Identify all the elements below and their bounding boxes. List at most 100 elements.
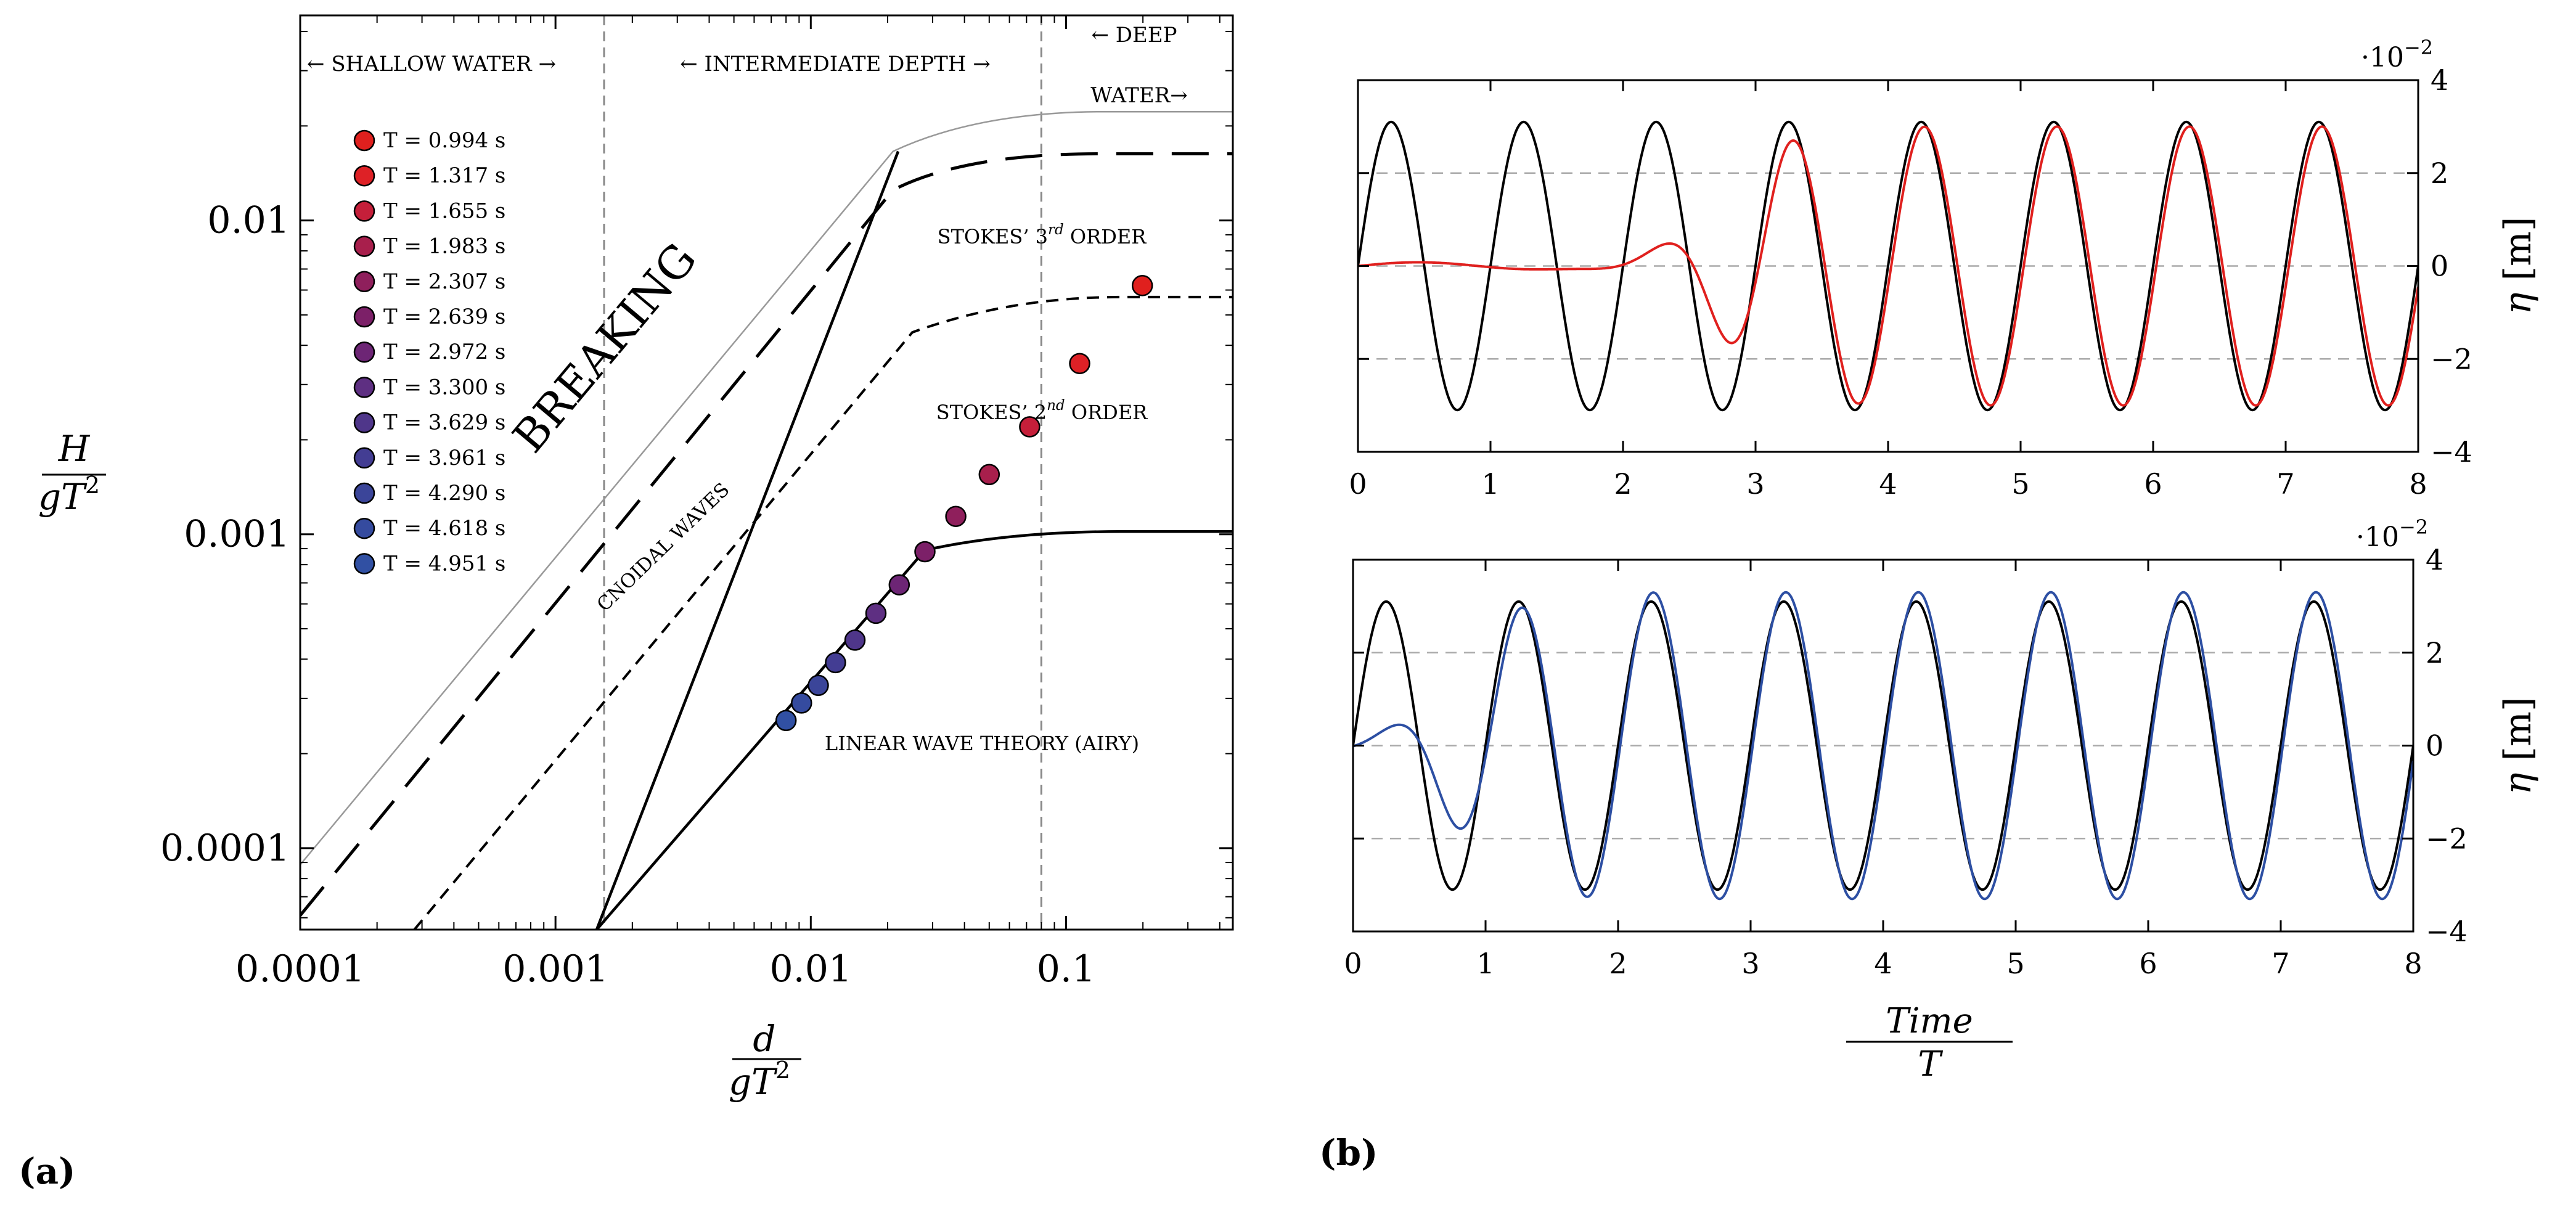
y-tick-label: 2 xyxy=(2426,636,2443,669)
panel-a-x-axis-label: d gT2 xyxy=(729,1018,801,1103)
data-point-T-3.629 xyxy=(844,629,866,651)
region-shallow-label: ← SHALLOW WATER → xyxy=(307,52,556,76)
panel-b-bottom-plot: 0 1 2 3 4 5 6 7 8−4 −2 0 2 4 ·10−2 η [m] xyxy=(1344,515,2540,980)
data-point-T-3.961 xyxy=(825,652,846,674)
curve-linear-limit-solid xyxy=(595,530,1233,930)
legend-marker xyxy=(353,165,375,187)
x-tick-label: 0 xyxy=(1344,947,1362,980)
legend-marker xyxy=(353,412,375,433)
series-numerical xyxy=(1353,591,2413,901)
panel-a-axis-ticks: 0.0001 0.001 0.01 0.1 0.0001 0.001 0.01 xyxy=(160,15,1233,991)
legend-marker xyxy=(353,200,375,222)
x-tick-label: 0 xyxy=(1349,467,1367,501)
panel-b-x-axis-label: Time T xyxy=(1846,1001,2013,1084)
y-tick-label: −4 xyxy=(2426,915,2468,948)
data-point-T-0.994 xyxy=(1131,275,1153,297)
y-tick-label: −2 xyxy=(2426,822,2468,855)
x-tick-label: 8 xyxy=(2404,947,2422,980)
legend-marker xyxy=(353,306,375,328)
legend-entry: T = 0.994 s xyxy=(383,128,505,153)
x-label-denominator: gT2 xyxy=(729,1057,790,1103)
top-plot-y-axis-label: η [m] xyxy=(2496,217,2540,315)
x-tick-label: 2 xyxy=(1609,947,1627,980)
x-tick-label: 2 xyxy=(1614,467,1632,501)
legend-entry: T = 1.983 s xyxy=(383,234,505,259)
x-tick-label: 3 xyxy=(1746,467,1764,501)
bottom-plot-scale-factor: ·10−2 xyxy=(2356,515,2428,553)
top-plot-scale-factor: ·10−2 xyxy=(2361,36,2433,73)
annotation-stokes-2nd: STOKES’ 2nd ORDER xyxy=(936,398,1148,424)
annotation-linear-wave-theory: LINEAR WAVE THEORY (AIRY) xyxy=(825,732,1139,755)
time-label-denominator: T xyxy=(1918,1044,1943,1084)
y-tick-label: 0.001 xyxy=(184,513,290,556)
top-plot-gridlines xyxy=(1358,172,2418,360)
legend-entry: T = 4.290 s xyxy=(383,481,505,505)
data-point-T-1.317 xyxy=(1069,353,1090,374)
panel-b-label: (b) xyxy=(1319,1132,1378,1174)
x-tick-label: 4 xyxy=(1874,947,1892,980)
x-tick-label: 7 xyxy=(2276,467,2294,501)
y-label-numerator: H xyxy=(58,428,91,470)
series-numerical xyxy=(1358,125,2418,407)
y-label-denominator: gT2 xyxy=(38,472,100,518)
region-deep-label-line1: ← DEEP xyxy=(1091,23,1177,47)
legend-marker xyxy=(353,341,375,363)
legend-marker xyxy=(353,553,375,575)
data-point-T-3.3 xyxy=(865,602,887,624)
y-tick-label: 0.01 xyxy=(207,199,290,242)
x-tick-label: 5 xyxy=(2006,947,2024,980)
bottom-plot-series xyxy=(1353,591,2413,901)
legend-entry: T = 4.951 s xyxy=(383,551,505,576)
annotation-stokes-3rd: STOKES’ 3rd ORDER xyxy=(938,222,1147,248)
bottom-plot-gridlines xyxy=(1353,652,2413,840)
top-plot-series xyxy=(1358,120,2418,412)
series-analytical xyxy=(1358,120,2418,412)
curve-ursell-solid xyxy=(595,150,900,930)
data-point-T-1.655 xyxy=(1019,416,1041,438)
panel-a-plot-frame xyxy=(299,14,1234,931)
legend-entry: T = 1.317 s xyxy=(383,163,505,188)
legend-marker xyxy=(353,517,375,539)
legend-entry: T = 2.639 s xyxy=(383,305,505,329)
legend-marker xyxy=(353,271,375,293)
legend-entry: T = 3.300 s xyxy=(383,375,505,399)
y-tick-label: 0.0001 xyxy=(160,827,290,870)
time-label-numerator: Time xyxy=(1886,1001,1973,1041)
bottom-plot-ticks: 0 1 2 3 4 5 6 7 8−4 −2 0 2 4 xyxy=(1344,543,2467,980)
legend-entry: T = 3.629 s xyxy=(383,411,505,435)
x-tick-label: 4 xyxy=(1879,467,1897,501)
panel-a-label: (a) xyxy=(18,1150,75,1192)
x-tick-label: 0.01 xyxy=(770,947,853,991)
y-tick-label: −2 xyxy=(2431,342,2472,375)
data-point-T-2.639 xyxy=(914,541,936,563)
panel-a-theory-curves xyxy=(300,110,1233,930)
region-intermediate-label: ← INTERMEDIATE DEPTH → xyxy=(680,52,990,76)
legend-marker xyxy=(353,235,375,257)
x-tick-label: 0.001 xyxy=(502,947,608,991)
data-point-T-2.972 xyxy=(888,574,910,595)
data-point-T-4.29 xyxy=(808,674,829,697)
panel-b-top-plot: 0 1 2 3 4 5 6 7 8−4 −2 0 2 4 ·10−2 η [m] xyxy=(1349,36,2540,501)
x-tick-label: 5 xyxy=(2011,467,2029,501)
y-tick-label: 2 xyxy=(2431,157,2448,190)
x-tick-label: 6 xyxy=(2139,947,2157,980)
panel-a-depth-limit-lines xyxy=(603,15,1042,930)
panel-a-y-axis-label: H gT2 xyxy=(38,428,106,518)
curve-breaking-thin xyxy=(300,110,1233,865)
legend-entry: T = 2.307 s xyxy=(383,269,505,294)
x-tick-label: 8 xyxy=(2409,467,2427,501)
x-tick-label: 1 xyxy=(1476,947,1494,980)
data-point-T-4.951 xyxy=(775,710,797,732)
legend-entry: T = 1.655 s xyxy=(383,198,505,223)
bottom-plot-y-axis-label: η [m] xyxy=(2496,697,2540,795)
x-tick-label: 0.1 xyxy=(1037,947,1095,991)
x-tick-label: 3 xyxy=(1741,947,1759,980)
y-tick-label: 4 xyxy=(2431,63,2448,97)
data-point-T-4.618 xyxy=(791,692,812,714)
top-plot-ticks: 0 1 2 3 4 5 6 7 8−4 −2 0 2 4 xyxy=(1349,63,2472,501)
y-tick-label: 4 xyxy=(2426,543,2443,576)
legend-marker xyxy=(353,447,375,469)
legend-marker xyxy=(353,129,375,152)
y-tick-label: 0 xyxy=(2426,729,2443,763)
